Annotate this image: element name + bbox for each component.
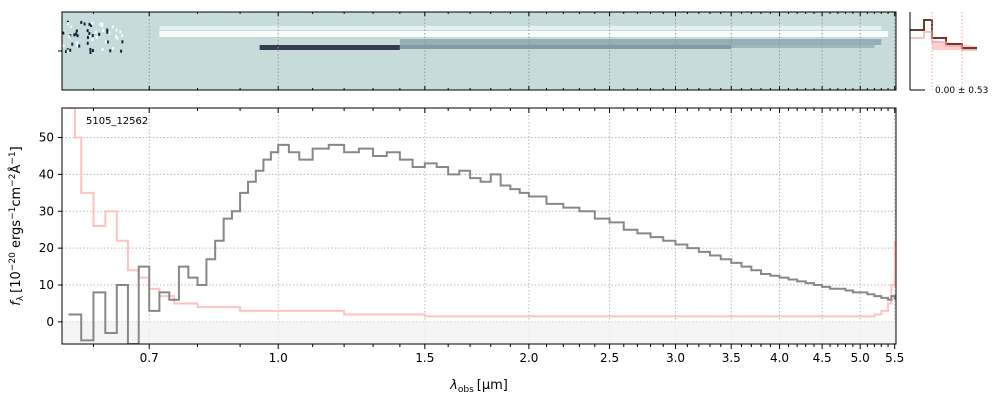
x-tick-label: 1.0 (269, 351, 288, 365)
strip-noise-pixel (89, 50, 92, 54)
strip-noise-pixel (88, 22, 91, 26)
strip-noise-pixel (91, 22, 94, 26)
strip-noise-pixel (101, 47, 104, 51)
strip-noise-pixel (105, 40, 108, 44)
strip-noise-pixel (88, 32, 91, 36)
strip-bright-band (159, 31, 889, 37)
y-axis-label: fλ[10−20 ergs−1cm−2Å−1] (8, 146, 26, 305)
spectrum-2d-grid (148, 12, 896, 90)
x-tick-label: 2.0 (519, 351, 538, 365)
strip-mid-band (399, 39, 882, 45)
y-tick-label: 10 (39, 278, 54, 292)
x-axis-label: λobs [μm] (449, 378, 508, 395)
x-tick-label: 3.5 (722, 351, 741, 365)
uncertainty-line (68, 108, 896, 318)
strip-noise-pixel (95, 35, 98, 39)
strip-noise-pixel (121, 40, 124, 44)
y-axis: 0 10 20 30 40 50 (39, 131, 62, 329)
strip-noise-pixel (69, 48, 72, 52)
y-tick-label: 0 (46, 315, 54, 329)
strip-noise-pixel (75, 29, 78, 33)
profile-inset: 0.00 ± 0.53 (909, 12, 988, 96)
spectrum-1d-grid (62, 108, 896, 344)
strip-noise-pixel (109, 49, 112, 53)
strip-noise-pixel (99, 22, 102, 26)
strip-noise-pixel (86, 29, 89, 33)
strip-noise-pixel (98, 32, 101, 36)
x-tick-label: 3.0 (666, 351, 685, 365)
strip-noise-pixel (115, 28, 118, 32)
strip-noise-pixel (121, 34, 124, 38)
strip-noise-pixel (66, 22, 69, 26)
x-tick-label: 0.7 (140, 351, 159, 365)
strip-noise-pixel (62, 44, 65, 48)
x-tick-label: 5.0 (851, 351, 870, 365)
strip-noise-pixel (70, 25, 73, 29)
strip-noise-pixel (90, 24, 93, 28)
strip-noise-pixel (74, 32, 77, 36)
strip-noise-pixel (76, 43, 79, 47)
strip-noise-pixel (66, 48, 69, 52)
strip-noise-pixel (68, 35, 71, 39)
x-tick-label: 5.5 (885, 351, 904, 365)
strip-noise-pixel (66, 20, 69, 24)
profile-inset-label: 0.00 ± 0.53 (935, 86, 988, 96)
strip-dark-band (259, 45, 400, 50)
strip-noise-pixel (120, 49, 123, 53)
x-tick-label: 4.0 (770, 351, 789, 365)
strip-noise-pixel (76, 41, 79, 45)
x-tick-label: 4.5 (813, 351, 832, 365)
strip-noise-pixel (111, 25, 114, 29)
spectrum-2d-panel (58, 11, 897, 91)
strip-upper-band (159, 26, 882, 30)
spectrum-1d-frame (61, 107, 897, 345)
flux-line (68, 143, 896, 344)
strip-noise-pixel (106, 30, 109, 34)
strip-noise-pixel (86, 41, 89, 45)
strip-dark-band (731, 45, 875, 48)
strip-noise-pixel (91, 49, 94, 53)
strip-noise-pixel (80, 20, 83, 24)
strip-noise-pixel (66, 49, 69, 53)
y-tick-label: 40 (39, 167, 54, 181)
strip-noise-pixel (73, 33, 76, 37)
x-axis: 0.7 1.0 1.5 2.0 2.5 3.0 3.5 4.0 4.5 5.0 5.5 (92, 12, 904, 365)
x-tick-label: 1.5 (415, 351, 434, 365)
y-tick-label: 50 (39, 131, 54, 145)
strip-noise-pixel (94, 30, 97, 34)
x-tick-label: 2.5 (600, 351, 619, 365)
strip-noise-pixel (111, 46, 114, 50)
strip-noise-pixel (119, 30, 122, 34)
spectrum-1d-panel: 0.7 1.0 1.5 2.0 2.5 3.0 3.5 4.0 4.5 5.0 5.5 0 10 20 3… (8, 12, 904, 395)
strip-noise-pixel (62, 31, 65, 35)
strip-noise-pixel (86, 35, 89, 39)
strip-noise-pixel (102, 28, 105, 32)
strip-noise-pixel (89, 47, 92, 51)
strip-noise-pixel (91, 34, 94, 38)
strip-noise-pixel (76, 34, 79, 38)
zero-band (62, 321, 896, 344)
strip-noise-pixel (91, 37, 94, 41)
strip-noise-pixel (89, 34, 92, 38)
strip-noise-pixel (83, 22, 86, 26)
strip-dark-band (399, 45, 732, 49)
strip-noise-pixel (106, 40, 109, 44)
strip-noise-pixel (106, 28, 109, 32)
strip-noise-pixel (65, 50, 68, 54)
strip-noise-pixel (78, 44, 81, 48)
strip-noise-pixel (71, 42, 74, 46)
strip-noise-pixel (115, 35, 118, 39)
strip-noise-pixel (108, 31, 111, 35)
spectrum-2d-background (62, 12, 896, 90)
strip-noise-pixel (101, 22, 104, 26)
strip-noise-pixel (116, 36, 119, 40)
profile-inset-plot (910, 12, 977, 90)
strip-noise-pixel (101, 24, 104, 28)
spectrum-2d-strip (62, 20, 889, 54)
strip-noise-pixel (63, 30, 66, 34)
y-tick-label: 20 (39, 241, 54, 255)
object-id-label: 5105_12562 (86, 116, 148, 127)
y-tick-label: 30 (39, 204, 54, 218)
